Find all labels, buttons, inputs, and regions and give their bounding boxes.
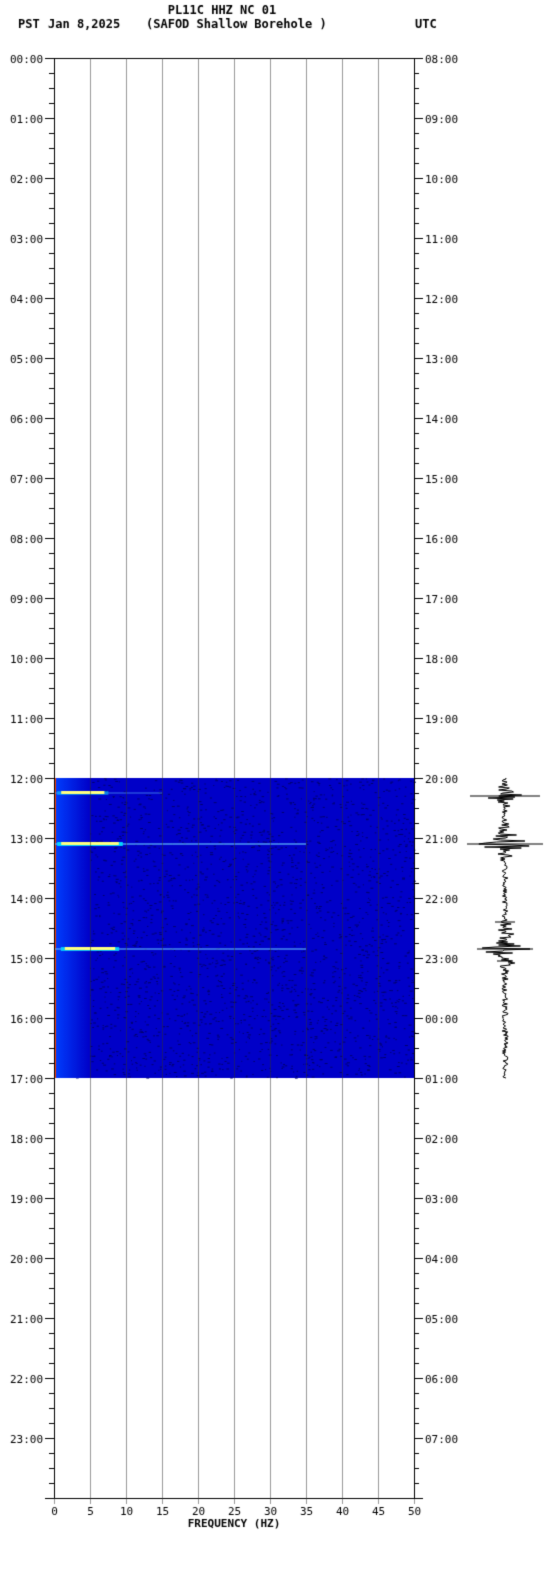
spectrogram-chart — [0, 0, 552, 1584]
